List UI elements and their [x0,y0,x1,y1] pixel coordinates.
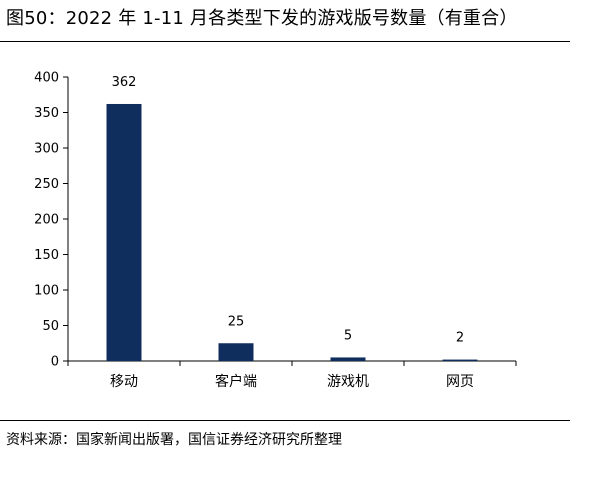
x-category-label: 客户端 [215,373,257,390]
bar-chart: 0 50 100 150 200 250 300 350 400 362 移动 25 客户端 5 游戏机 2 网… [34,71,517,390]
y-tick-label: 300 [34,142,59,157]
y-tick-label: 150 [34,248,59,263]
data-label: 5 [344,328,352,343]
x-category-label: 网页 [446,374,474,390]
y-tick-label: 400 [34,71,59,86]
chart-title: 图50：2022 年 1-11 月各类型下发的游戏版号数量（有重合） [6,8,518,29]
bar-1 [106,103,142,362]
y-tick-label: 200 [34,213,59,228]
y-tick-label: 100 [34,284,59,299]
source-divider [0,420,570,421]
y-tick-label: 50 [42,319,59,334]
bar-3 [330,357,366,361]
x-category-label: 游戏机 [327,374,369,390]
x-category-label: 移动 [110,374,138,390]
data-label: 2 [456,331,464,346]
y-tick-label: 350 [34,106,59,121]
source-note: 资料来源：国家新闻出版署，国信证券经济研究所整理 [6,432,342,448]
data-label: 362 [112,75,137,90]
bar-2 [218,343,254,361]
bar-4 [442,359,478,361]
y-tick-label: 250 [34,177,59,192]
title-divider [0,41,570,42]
y-tick-label: 0 [51,355,59,370]
data-label: 25 [228,314,245,329]
